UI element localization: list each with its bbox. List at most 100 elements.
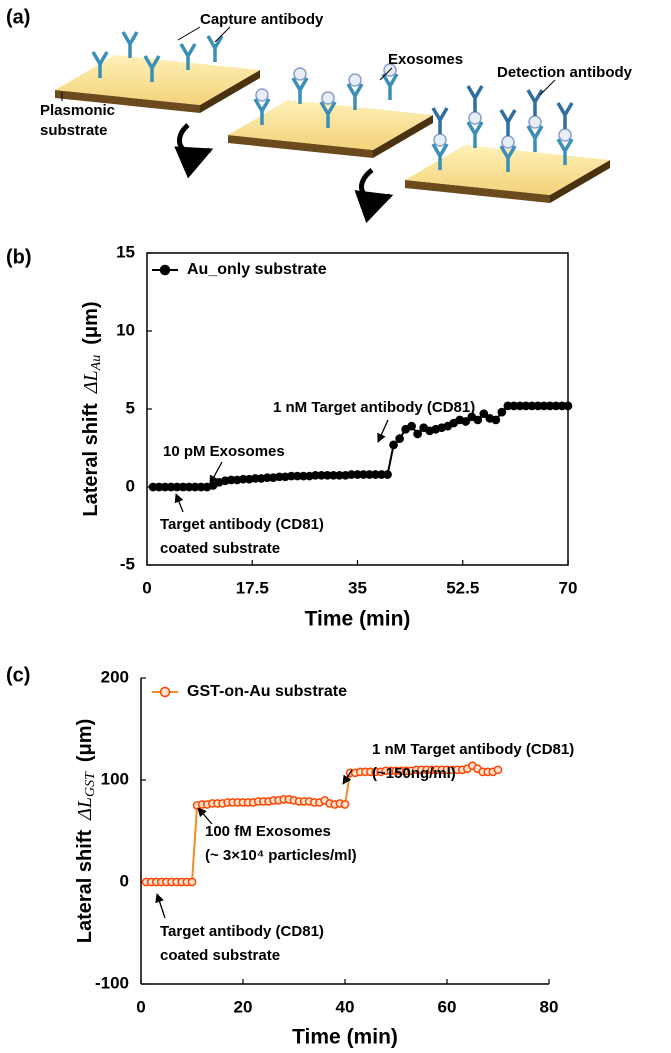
y-tick-label: 0: [126, 476, 135, 495]
data-point: [395, 434, 404, 443]
antibody: [319, 101, 337, 128]
diagram-label: Capture antibody: [200, 11, 324, 28]
annotation: coated substrate: [160, 947, 280, 964]
y-label-unit: (μm): [74, 719, 96, 762]
legend-marker: [159, 686, 171, 698]
data-point: [340, 800, 350, 809]
y-tick-label: 200: [101, 667, 129, 686]
leader-line: [61, 26, 556, 101]
diagram-label: Plasmonic: [40, 102, 115, 119]
annotation-arrow: [342, 769, 353, 785]
data-point: [493, 765, 503, 775]
antibody: [346, 83, 364, 110]
y-label-sub: Au: [89, 355, 104, 372]
antibody: [121, 31, 139, 58]
exosome: [433, 133, 447, 147]
x-tick-label: 20: [234, 997, 253, 1016]
substrate-top: [55, 55, 260, 105]
exosome: [321, 91, 335, 105]
antibody: [381, 73, 399, 100]
antibody: [556, 102, 574, 129]
y-label-sub: GST: [83, 771, 98, 797]
annotation-arrow: [197, 807, 213, 825]
exosome: [501, 135, 515, 149]
antibody: [291, 77, 309, 104]
y-tick-label: 15: [116, 242, 135, 261]
x-tick-label: 52.5: [446, 578, 479, 597]
x-tick-label: 60: [438, 997, 457, 1016]
x-tick-label: 80: [540, 997, 559, 1016]
annotation: (~150ng/ml): [372, 765, 456, 782]
antibody: [466, 85, 484, 112]
x-tick-label: 70: [559, 578, 578, 597]
exosome: [293, 67, 307, 81]
x-tick-label: 40: [336, 997, 355, 1016]
diagram-label: Exosomes: [388, 51, 463, 68]
annotation: 100 fM Exosomes: [205, 823, 331, 840]
x-tick-label: 35: [348, 578, 367, 597]
substrate-front: [405, 180, 550, 203]
antibody: [556, 138, 574, 165]
annotation: Target antibody (CD81): [160, 923, 324, 940]
exosome: [468, 111, 482, 125]
y-label-unit: (μm): [80, 301, 102, 344]
antibody: [143, 55, 161, 82]
data-point: [491, 415, 501, 425]
diagram: [55, 31, 610, 203]
data-point: [389, 440, 398, 450]
data-point: [383, 470, 392, 479]
antibody: [431, 143, 449, 170]
y-tick-label: 10: [116, 320, 135, 339]
substrate-side: [200, 70, 260, 113]
annotation: (~ 3×10⁴ particles/ml): [205, 847, 357, 864]
x-axis-label: Time (min): [305, 608, 411, 631]
annotation: 1 nM Target antibody (CD81): [372, 741, 574, 758]
y-tick-label: 0: [120, 871, 129, 890]
legend-label: GST-on-Au substrate: [187, 683, 347, 700]
y-axis-label: Lateral shift ΔLGST (μm): [74, 719, 99, 943]
substrate-front: [55, 90, 200, 113]
data-point: [473, 415, 483, 425]
substrate-top: [228, 100, 433, 150]
y-label-symbol: ΔL: [74, 797, 96, 821]
annotation-arrow: [377, 419, 389, 443]
data-point: [479, 409, 489, 419]
annotation-arrow: [174, 493, 184, 513]
y-tick-label: 5: [126, 398, 135, 417]
antibody: [179, 43, 197, 70]
step-arrow: [174, 123, 214, 179]
y-axis-label: Lateral shift ΔLAu (μm): [80, 301, 105, 516]
substrate-side: [373, 115, 433, 158]
annotation: coated substrate: [160, 540, 280, 557]
y-label-text: Lateral shift: [74, 830, 96, 944]
data-point: [563, 401, 573, 411]
legend-marker: [159, 264, 171, 276]
panel-label: (c): [6, 664, 30, 686]
y-label-text: Lateral shift: [80, 403, 102, 517]
x-tick-label: 0: [136, 997, 145, 1016]
annotation-arrow: [209, 461, 223, 485]
antibody: [91, 51, 109, 78]
antibody: [466, 121, 484, 148]
substrate-side: [550, 160, 610, 203]
legend-label: Au_only substrate: [187, 261, 327, 278]
annotation: 10 pM Exosomes: [163, 443, 285, 460]
y-tick-label: -100: [95, 973, 129, 992]
data-point: [187, 877, 197, 887]
y-label-symbol: ΔL: [80, 370, 102, 394]
antibody: [253, 98, 271, 125]
annotation: 1 nM Target antibody (CD81): [273, 399, 475, 416]
antibody: [526, 89, 544, 116]
diagram-label: Detection antibody: [497, 64, 633, 81]
x-tick-label: 0: [142, 578, 151, 597]
antibody: [499, 145, 517, 172]
y-tick-label: 100: [101, 769, 129, 788]
data-point: [413, 429, 422, 439]
exosome: [558, 128, 572, 142]
data-point: [497, 407, 507, 417]
panel-label: (b): [6, 246, 32, 268]
panel-label: (a): [6, 6, 30, 28]
annotation: Target antibody (CD81): [160, 516, 324, 533]
